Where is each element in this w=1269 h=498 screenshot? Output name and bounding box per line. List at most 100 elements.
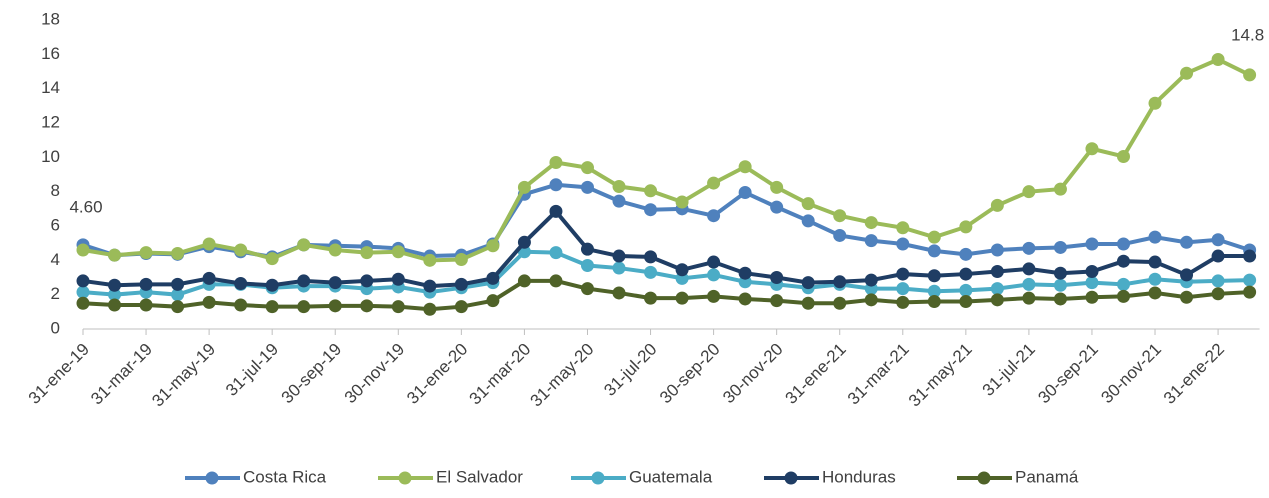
data-point bbox=[644, 203, 658, 217]
data-point bbox=[644, 250, 658, 264]
data-point bbox=[517, 274, 531, 288]
data-point bbox=[549, 204, 563, 218]
data-point bbox=[833, 228, 847, 242]
data-point bbox=[486, 294, 500, 308]
data-point bbox=[1053, 182, 1067, 196]
data-point bbox=[770, 271, 784, 284]
legend-label: Honduras bbox=[822, 467, 896, 486]
legend-label: Panamá bbox=[1015, 467, 1079, 486]
data-point bbox=[76, 296, 90, 310]
data-point bbox=[927, 244, 941, 258]
data-point bbox=[580, 258, 594, 272]
data-point bbox=[297, 238, 311, 252]
data-point bbox=[1085, 290, 1099, 304]
data-point bbox=[833, 296, 847, 310]
data-point bbox=[1085, 237, 1099, 251]
data-point bbox=[612, 286, 626, 300]
data-point bbox=[675, 195, 689, 209]
data-point bbox=[454, 277, 468, 291]
x-tick-label: 30-nov-19 bbox=[341, 340, 409, 408]
legend-marker bbox=[591, 471, 605, 485]
data-point bbox=[833, 209, 847, 223]
data-point bbox=[76, 274, 90, 288]
data-point bbox=[959, 267, 973, 281]
data-point bbox=[139, 298, 153, 312]
data-point bbox=[644, 184, 658, 198]
x-tick-label: 31-ene-19 bbox=[25, 340, 93, 408]
data-point bbox=[1085, 264, 1099, 278]
data-point bbox=[1243, 273, 1257, 287]
data-point bbox=[1243, 285, 1257, 299]
data-point bbox=[801, 296, 815, 310]
data-point bbox=[139, 277, 153, 291]
x-tick-label: 31-mar-21 bbox=[844, 340, 913, 409]
x-tick-label: 31-ene-21 bbox=[781, 340, 849, 408]
data-point bbox=[927, 269, 941, 283]
data-label: 4.60 bbox=[69, 198, 102, 217]
data-point bbox=[108, 278, 122, 292]
data-point bbox=[1022, 291, 1036, 305]
y-tick-label: 0 bbox=[51, 318, 60, 337]
data-point bbox=[990, 264, 1004, 278]
x-tick-label: 30-sep-20 bbox=[656, 340, 724, 408]
data-point bbox=[1022, 241, 1036, 255]
data-point bbox=[612, 261, 626, 275]
data-point bbox=[1022, 185, 1036, 199]
data-point bbox=[864, 216, 878, 230]
data-point bbox=[833, 275, 847, 289]
data-point bbox=[454, 300, 468, 314]
data-point bbox=[896, 282, 910, 296]
legend-marker bbox=[398, 471, 412, 485]
x-tick-label: 31-jul-21 bbox=[979, 340, 1039, 400]
data-point bbox=[234, 243, 248, 257]
legend-label: Costa Rica bbox=[243, 467, 327, 486]
data-point bbox=[1085, 276, 1099, 290]
data-point bbox=[707, 268, 721, 282]
data-point bbox=[423, 253, 437, 267]
x-tick-label: 30-nov-21 bbox=[1097, 340, 1165, 408]
data-point bbox=[391, 300, 405, 314]
x-tick-label: 30-sep-21 bbox=[1034, 340, 1102, 408]
data-point bbox=[896, 237, 910, 251]
data-point bbox=[328, 299, 342, 313]
data-point bbox=[959, 283, 973, 297]
data-point bbox=[265, 252, 279, 266]
data-point bbox=[1180, 235, 1194, 249]
data-point bbox=[171, 277, 185, 291]
data-point bbox=[644, 291, 658, 305]
data-point bbox=[1116, 289, 1130, 303]
data-point bbox=[76, 285, 90, 299]
data-point bbox=[580, 161, 594, 175]
data-point bbox=[738, 266, 752, 280]
data-point bbox=[108, 298, 122, 312]
data-point bbox=[801, 197, 815, 211]
x-tick-label: 31-may-21 bbox=[905, 340, 976, 411]
data-point bbox=[1053, 292, 1067, 306]
data-point bbox=[864, 234, 878, 248]
data-point bbox=[990, 282, 1004, 296]
data-point bbox=[391, 245, 405, 259]
data-point bbox=[580, 282, 594, 296]
data-point bbox=[423, 302, 437, 316]
data-point bbox=[1053, 278, 1067, 292]
data-point bbox=[171, 246, 185, 260]
data-point bbox=[486, 239, 500, 253]
legend-label: El Salvador bbox=[436, 467, 523, 486]
y-tick-label: 10 bbox=[41, 147, 60, 166]
data-point bbox=[139, 246, 153, 260]
legend-marker bbox=[977, 471, 991, 485]
data-point bbox=[738, 292, 752, 306]
data-point bbox=[1053, 240, 1067, 254]
data-point bbox=[517, 235, 531, 249]
legend-marker bbox=[205, 471, 219, 485]
data-point bbox=[297, 300, 311, 314]
data-point bbox=[391, 272, 405, 286]
y-tick-label: 2 bbox=[51, 284, 60, 303]
data-point bbox=[927, 295, 941, 309]
data-point bbox=[644, 265, 658, 279]
data-point bbox=[864, 273, 878, 287]
data-point bbox=[707, 289, 721, 303]
data-point bbox=[360, 246, 374, 260]
data-point bbox=[1211, 52, 1225, 66]
